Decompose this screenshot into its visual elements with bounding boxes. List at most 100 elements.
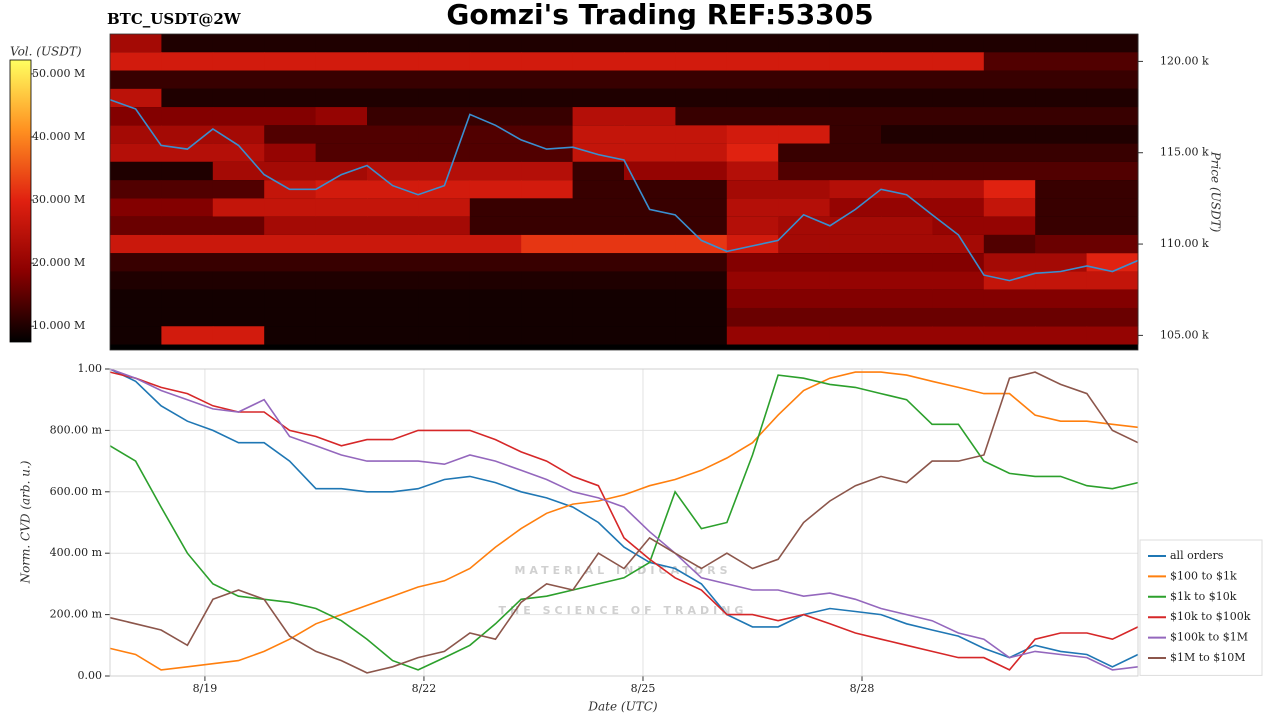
heat-cell bbox=[212, 107, 265, 126]
heat-cell bbox=[315, 34, 368, 53]
x-tick-label: 8/22 bbox=[412, 682, 437, 695]
heat-cell bbox=[726, 161, 779, 181]
legend-label: $1M to $10M bbox=[1170, 651, 1246, 664]
heat-cell bbox=[932, 52, 985, 71]
heat-cell bbox=[367, 88, 419, 108]
heat-cell bbox=[521, 107, 574, 126]
heat-cell bbox=[418, 52, 471, 71]
heat-cell bbox=[726, 125, 779, 144]
heat-cell bbox=[932, 143, 985, 162]
watermark: MATERIAL INDICATORS bbox=[514, 564, 731, 577]
heat-cell bbox=[418, 234, 471, 254]
heat-cell bbox=[161, 107, 214, 126]
heat-cell bbox=[983, 88, 1036, 108]
heat-cell bbox=[726, 34, 779, 53]
heat-cell bbox=[212, 88, 265, 108]
heat-cell bbox=[624, 326, 676, 345]
heat-cell bbox=[315, 253, 368, 272]
heat-cell bbox=[110, 216, 162, 235]
heat-cell bbox=[881, 289, 933, 308]
heat-cell bbox=[315, 271, 368, 290]
heat-cell bbox=[161, 161, 214, 181]
series-line bbox=[109, 374, 1139, 671]
heat-cell bbox=[418, 198, 471, 217]
heat-cell bbox=[572, 70, 625, 89]
heat-cell bbox=[675, 326, 728, 345]
heat-cell bbox=[675, 307, 728, 327]
heat-cell bbox=[726, 289, 779, 308]
heat-cell bbox=[1035, 271, 1088, 290]
heat-cell bbox=[264, 234, 317, 254]
colorbar-tick-label: 50.000 M bbox=[32, 67, 85, 80]
y-tick-label: 1.00 bbox=[78, 362, 103, 375]
heat-cell bbox=[1086, 234, 1139, 254]
heat-cell bbox=[829, 198, 882, 217]
heat-cell bbox=[418, 216, 471, 235]
heat-cell bbox=[469, 125, 522, 144]
heat-cell bbox=[624, 180, 676, 199]
heat-cell bbox=[1035, 326, 1088, 345]
heat-cell bbox=[418, 180, 471, 199]
heat-cell bbox=[881, 125, 933, 144]
heat-cell bbox=[521, 289, 574, 308]
heat-cell bbox=[932, 180, 985, 199]
heat-cell bbox=[367, 307, 419, 327]
heat-cell bbox=[1086, 107, 1139, 126]
plot-area bbox=[110, 369, 1138, 676]
heat-cell bbox=[726, 88, 779, 108]
heat-cell bbox=[624, 34, 676, 53]
heat-cell bbox=[521, 234, 574, 254]
heat-cell bbox=[469, 307, 522, 327]
heat-cell bbox=[418, 34, 471, 53]
heat-cell bbox=[1035, 107, 1088, 126]
heat-cell bbox=[110, 253, 162, 272]
heat-cell bbox=[264, 143, 317, 162]
heat-cell bbox=[469, 253, 522, 272]
heat-cell bbox=[778, 161, 831, 181]
heat-cell bbox=[829, 88, 882, 108]
heat-cell bbox=[418, 161, 471, 181]
heat-cell bbox=[624, 216, 676, 235]
heat-cell bbox=[110, 271, 162, 290]
heat-cell bbox=[675, 253, 728, 272]
heat-cell bbox=[932, 161, 985, 181]
heat-cell bbox=[829, 125, 882, 144]
heat-cell bbox=[521, 88, 574, 108]
heat-cell bbox=[264, 198, 317, 217]
heat-cell bbox=[212, 52, 265, 71]
heat-cell bbox=[469, 161, 522, 181]
heat-cell bbox=[1035, 70, 1088, 89]
heat-cell bbox=[983, 289, 1036, 308]
heat-cell bbox=[675, 180, 728, 199]
y-tick-label: 115.00 k bbox=[1160, 146, 1209, 159]
heat-cell bbox=[264, 307, 317, 327]
heat-cell bbox=[675, 107, 728, 126]
heat-cell bbox=[726, 180, 779, 199]
heat-cell bbox=[264, 52, 317, 71]
heat-cell bbox=[881, 34, 933, 53]
heat-cell bbox=[778, 234, 831, 254]
heat-cell bbox=[1086, 70, 1139, 89]
heat-cell bbox=[983, 34, 1036, 53]
heat-cell bbox=[829, 326, 882, 345]
heat-cell bbox=[161, 326, 214, 345]
heat-cell bbox=[1035, 198, 1088, 217]
heat-cell bbox=[521, 161, 574, 181]
heat-cell bbox=[829, 143, 882, 162]
heat-cell bbox=[264, 289, 317, 308]
heat-cell bbox=[572, 34, 625, 53]
heat-cell bbox=[1086, 216, 1139, 235]
heat-cell bbox=[624, 143, 676, 162]
heat-cell bbox=[418, 107, 471, 126]
heat-cell bbox=[110, 307, 162, 327]
heat-cell bbox=[110, 88, 162, 108]
heat-cell bbox=[572, 161, 625, 181]
heat-cell bbox=[624, 271, 676, 290]
heat-cell bbox=[315, 289, 368, 308]
heat-cell bbox=[932, 88, 985, 108]
heat-cell bbox=[521, 34, 574, 53]
y-axis-label: Norm. CVD (arb. u.) bbox=[19, 460, 33, 584]
heat-cell bbox=[367, 253, 419, 272]
heat-cell bbox=[418, 88, 471, 108]
heat-cell bbox=[881, 161, 933, 181]
